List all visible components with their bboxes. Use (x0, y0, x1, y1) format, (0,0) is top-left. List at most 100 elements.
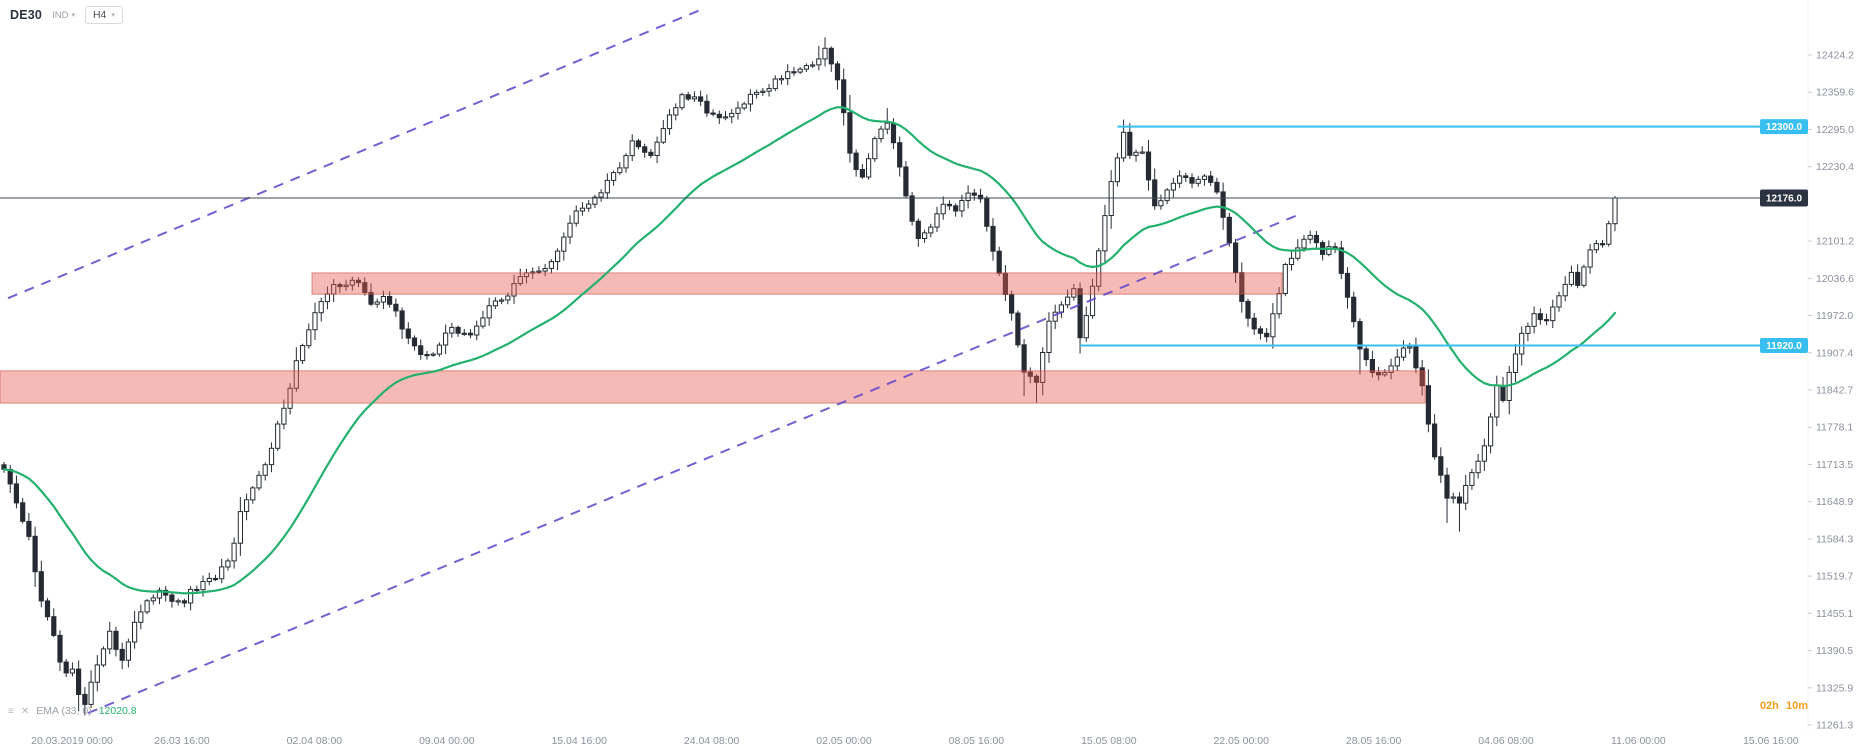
candle (1195, 178, 1201, 184)
ascending-channel-lower[interactable] (87, 213, 1301, 715)
candle (138, 611, 144, 623)
candle (1102, 215, 1108, 252)
candle (430, 353, 436, 356)
x-tick-label: 28.05 16:00 (1346, 735, 1402, 747)
candle (486, 305, 492, 319)
candle (909, 195, 915, 222)
candle (1562, 283, 1568, 297)
candle (1282, 264, 1288, 294)
supply-zone-12010-12045[interactable] (311, 272, 1283, 295)
candle (499, 299, 505, 302)
last-price-badge-label: 12176.0 (1766, 194, 1803, 205)
candle (1394, 356, 1400, 367)
ema-line[interactable] (2, 106, 1617, 595)
candle (1388, 365, 1394, 373)
price-level-badge (1760, 119, 1808, 135)
candle (735, 107, 741, 114)
ascending-channel-upper[interactable] (7, 7, 705, 300)
candle (747, 93, 753, 105)
candle (1214, 181, 1220, 193)
candle (984, 198, 990, 227)
candle (1164, 189, 1170, 202)
candle (1071, 288, 1077, 298)
countdown-hours: 02h (1759, 700, 1779, 712)
candle (1537, 313, 1543, 321)
candle (754, 91, 760, 95)
candle (1606, 223, 1612, 245)
price-axis[interactable]: 12424.2 12359.6 12295.0 12230.4 12101.2 12036… (1807, 0, 1854, 732)
candle (480, 317, 486, 327)
candle (181, 600, 188, 604)
candle (586, 203, 592, 209)
candle (387, 296, 393, 305)
candle (990, 225, 996, 252)
candle (1419, 367, 1425, 387)
candle (511, 283, 517, 297)
x-tick-label: 26.03 16:00 (154, 735, 210, 747)
chevron-down-icon: ▾ (111, 11, 115, 19)
candle (57, 634, 63, 663)
candle (262, 464, 268, 476)
x-tick-label: 02.04 08:00 (287, 735, 343, 747)
timeframe-selector[interactable]: H4 ▾ (84, 6, 123, 24)
candle (1233, 242, 1239, 274)
candle (293, 360, 299, 389)
x-tick-label: 15.06 16:00 (1743, 735, 1799, 747)
candle (324, 293, 330, 303)
indicator-value: 12020.8 (98, 705, 137, 717)
candle (1251, 317, 1257, 330)
time-axis[interactable]: 20.03.2019 00:00 26.03 16:00 02.04 08:00 09… (31, 735, 1799, 747)
candle (716, 113, 722, 119)
candle (380, 296, 386, 303)
candle (492, 300, 498, 307)
candle (1040, 352, 1046, 383)
candle (1463, 485, 1469, 504)
candle (175, 600, 181, 603)
candle (1264, 332, 1270, 338)
candle (1544, 319, 1550, 322)
candle (300, 345, 306, 362)
x-tick-label: 24.04 08:00 (684, 735, 740, 747)
candle (225, 560, 231, 568)
candle (1145, 151, 1152, 181)
candle (368, 291, 374, 305)
candle (915, 220, 921, 239)
candle (841, 79, 847, 114)
candle (268, 447, 275, 466)
candle (1357, 321, 1363, 350)
x-tick-label: 11.06 00:00 (1611, 735, 1666, 747)
candle (579, 207, 586, 212)
candle (704, 100, 710, 114)
symbol-name[interactable]: DE30 (10, 8, 43, 22)
candle (797, 68, 803, 73)
candle (1444, 474, 1450, 499)
candle (411, 337, 418, 347)
drag-handle-icon[interactable]: ≡ (8, 705, 14, 717)
candle (1599, 243, 1606, 246)
candle (679, 94, 685, 109)
candle (1177, 175, 1183, 184)
candle (959, 200, 965, 212)
candle (1270, 313, 1276, 338)
candle (1469, 472, 1475, 486)
candle (1438, 456, 1444, 476)
candle (928, 226, 934, 234)
candle (1301, 238, 1307, 249)
y-tick-label: 11390.5 (1816, 645, 1853, 657)
candle (791, 71, 797, 74)
candle (592, 196, 598, 205)
demand-zone-11820-11875[interactable] (0, 370, 1426, 404)
instrument-type-dropdown[interactable]: IND ▾ (52, 10, 75, 21)
close-icon[interactable]: ✕ (20, 705, 30, 717)
candle (424, 354, 430, 357)
candle (1593, 243, 1599, 251)
y-tick-label: 12359.6 (1816, 87, 1854, 99)
candle (1220, 191, 1226, 218)
candle (766, 88, 772, 92)
candle (318, 301, 324, 314)
y-tick-label: 12295.0 (1816, 124, 1854, 136)
candle (1612, 197, 1618, 225)
candle (803, 65, 809, 70)
candle (393, 303, 399, 312)
